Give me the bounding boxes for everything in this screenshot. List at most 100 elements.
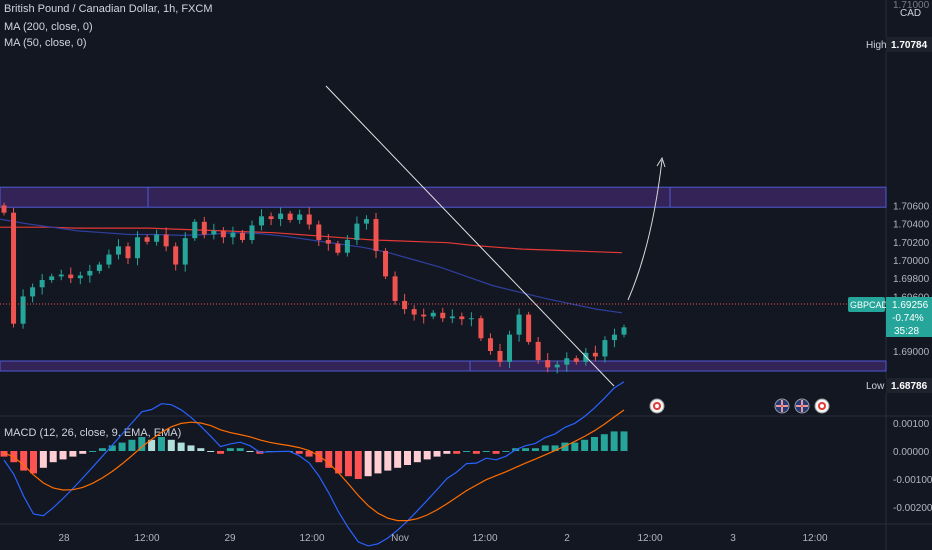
time-axis-tick: Nov: [391, 533, 409, 544]
candle: [373, 213, 379, 258]
macd-bar: [315, 451, 323, 463]
macd-bar: [236, 448, 244, 451]
candle: [545, 353, 551, 373]
macd-bar: [551, 445, 559, 451]
macd-bar: [167, 439, 175, 451]
macd-bar: [0, 451, 8, 457]
candle: [383, 248, 389, 280]
candle: [1, 202, 7, 216]
high-label: High: [866, 40, 887, 51]
candle: [316, 220, 322, 246]
macd-bar: [600, 434, 608, 451]
macd-bar: [30, 451, 38, 474]
candle: [325, 233, 331, 251]
candle: [106, 249, 112, 269]
candle: [363, 215, 369, 230]
macd-bar: [502, 451, 510, 452]
candle: [602, 336, 608, 363]
macd-bar: [305, 451, 313, 457]
macd-bar: [89, 451, 97, 452]
candle: [449, 309, 455, 324]
time-axis-tick: 3: [730, 533, 736, 544]
macd-bar: [531, 448, 539, 451]
ma50-line[interactable]: [0, 218, 623, 314]
flag-icon[interactable]: [774, 398, 790, 414]
macd-bar: [49, 451, 57, 463]
candle: [163, 227, 169, 252]
macd-bar: [403, 451, 411, 465]
flag-icon[interactable]: [649, 398, 665, 414]
signal-line[interactable]: [3, 409, 625, 522]
macd-line[interactable]: [3, 381, 625, 547]
price-axis-tick: 1.69000: [893, 347, 930, 358]
candle: [30, 283, 36, 303]
candle: [526, 311, 532, 345]
macd-bar: [187, 445, 195, 451]
support-zone[interactable]: [0, 360, 887, 372]
candle: [115, 239, 121, 260]
macd-bar: [295, 451, 303, 454]
event-flags[interactable]: [649, 398, 830, 414]
macd-bar: [443, 451, 451, 454]
time-axis-tick: 28: [58, 533, 70, 544]
candle: [344, 235, 350, 257]
chart-legend-ma200: MA (200, close, 0): [4, 21, 93, 33]
macd-bar: [128, 439, 136, 451]
macd-bar: [39, 451, 47, 468]
candle: [220, 227, 226, 244]
macd-bar: [98, 448, 106, 451]
macd-axis-tick: -0.00200: [893, 503, 932, 514]
macd-bar: [620, 431, 628, 451]
candle: [11, 207, 17, 328]
current-price: 1.69256: [892, 300, 929, 311]
macd-legend: MACD (12, 26, close, 9, EMA, EMA): [4, 427, 182, 439]
resistance-zone[interactable]: [0, 186, 887, 208]
candle: [230, 226, 236, 245]
candle: [68, 267, 74, 284]
flag-icon[interactable]: [794, 398, 810, 414]
time-axis-tick: 29: [224, 533, 236, 544]
macd-axis-tick: 0.00000: [893, 447, 930, 458]
symbol-label: GBPCAD: [850, 300, 889, 310]
macd-bar: [571, 442, 579, 451]
macd-bar: [118, 442, 126, 451]
candle: [297, 209, 303, 224]
candle: [497, 343, 503, 367]
ma200-line[interactable]: [0, 226, 623, 254]
macd-bar: [610, 431, 618, 451]
candle: [611, 328, 617, 348]
candle: [173, 242, 179, 271]
candle: [135, 231, 141, 266]
price-axis-tick: 1.69800: [893, 274, 930, 285]
candle: [211, 223, 217, 240]
macd-bar: [394, 451, 402, 468]
macd-bar: [581, 439, 589, 451]
candle: [411, 305, 417, 321]
candle: [516, 308, 522, 342]
candle: [259, 209, 265, 231]
macd-bar: [492, 451, 500, 454]
macd-axis-tick: 0.00100: [893, 419, 930, 430]
macd-bar: [364, 451, 372, 477]
candle: [87, 264, 93, 283]
candle: [621, 324, 627, 338]
macd-bar: [344, 451, 352, 477]
candle: [58, 269, 64, 281]
time-axis-tick: 12:00: [637, 533, 662, 544]
candle: [535, 336, 541, 364]
candle: [182, 232, 188, 272]
candle: [125, 242, 131, 265]
projection-arrow[interactable]: [627, 159, 663, 301]
macd-bar: [482, 451, 490, 452]
trend-line[interactable]: [325, 85, 615, 387]
candle: [192, 219, 198, 241]
candle: [564, 352, 570, 372]
flag-icon[interactable]: [814, 398, 830, 414]
macd-bar: [541, 445, 549, 451]
macd-bar: [413, 451, 421, 463]
macd-bar: [246, 451, 254, 452]
candle: [287, 210, 293, 223]
macd-bar: [59, 451, 67, 460]
macd-bar: [177, 442, 185, 451]
